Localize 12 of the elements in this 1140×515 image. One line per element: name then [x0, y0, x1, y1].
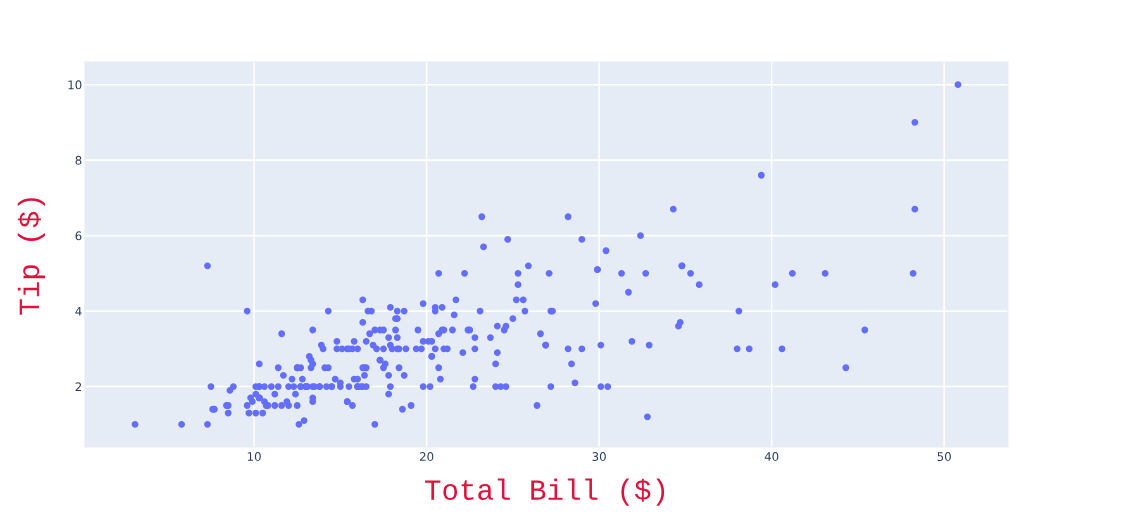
x-axis-title: Total Bill ($) [425, 478, 665, 506]
x-tick-label: 50 [937, 452, 951, 461]
y-tick-label: 8 [75, 155, 82, 165]
x-tick-label: 20 [419, 452, 434, 461]
x-tick-label: 40 [764, 452, 779, 461]
y-tick-label: 10 [68, 80, 82, 90]
y-axis-title: Tip ($) [17, 198, 45, 315]
y-tick-label: 6 [75, 231, 82, 241]
y-tick-label: 2 [75, 382, 82, 392]
y-tick-label: 4 [75, 307, 82, 316]
x-tick-label: 10 [247, 452, 261, 461]
x-tick-label: 30 [592, 452, 606, 461]
